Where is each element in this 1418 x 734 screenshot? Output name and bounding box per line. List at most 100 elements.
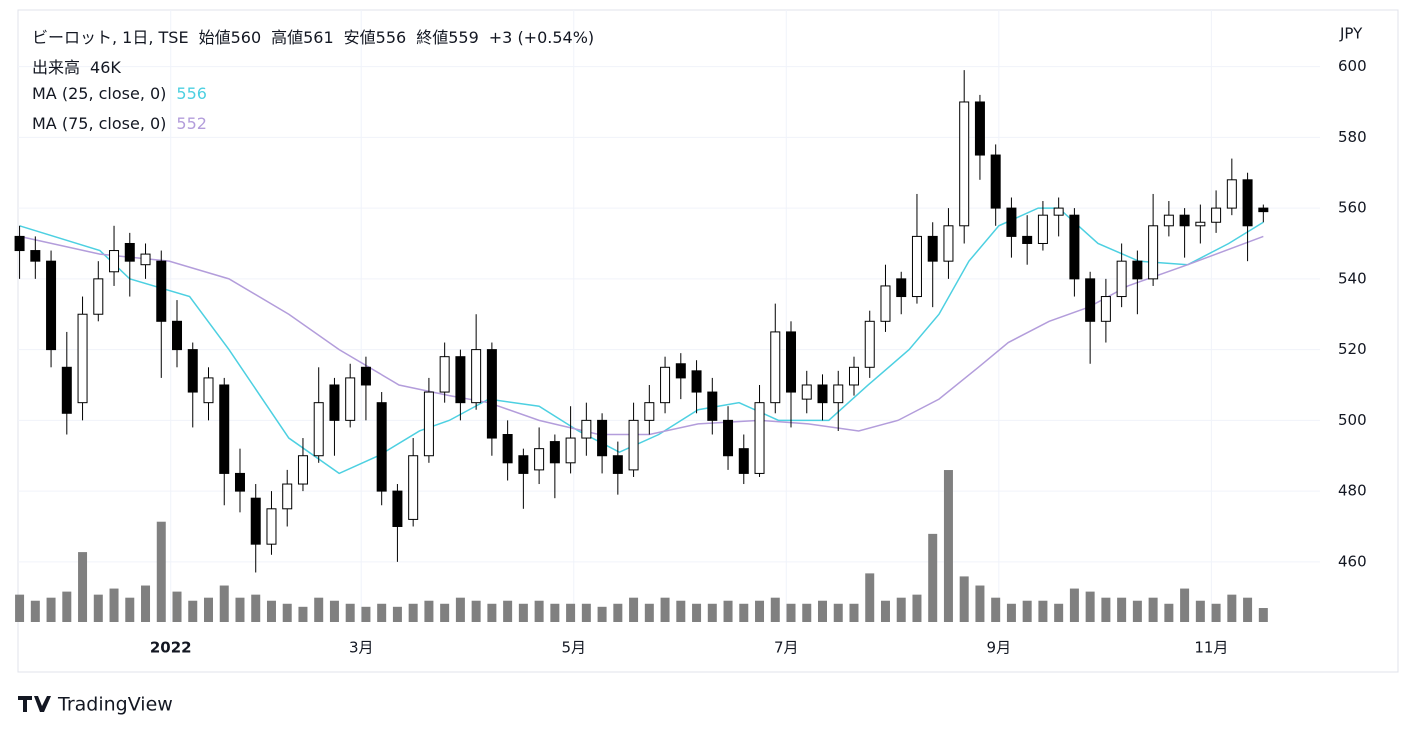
- currency: JPY: [1339, 25, 1363, 43]
- candle-body: [754, 402, 765, 474]
- volume-bar: [1069, 588, 1079, 622]
- candle-body: [927, 235, 938, 262]
- candle-body: [738, 448, 749, 474]
- volume-bar: [1006, 603, 1016, 622]
- volume-bar: [440, 603, 450, 622]
- legend-ma75: MA (75, close, 0) 552: [32, 114, 217, 133]
- volume-bar: [46, 597, 56, 622]
- candle-body: [990, 154, 1001, 209]
- candle-body: [203, 377, 214, 404]
- candle-body: [1226, 179, 1237, 209]
- x-tick-label: 9月: [987, 639, 1012, 657]
- y-tick-label: 520: [1338, 340, 1367, 358]
- volume-bar: [188, 600, 198, 622]
- candle-body: [1006, 207, 1017, 237]
- volume-bar: [361, 606, 371, 622]
- candle-body: [61, 366, 72, 414]
- volume-bar: [644, 603, 654, 622]
- volume-bar: [141, 585, 151, 622]
- volume-bar: [534, 600, 544, 622]
- candle-body: [628, 419, 639, 471]
- candle-body: [660, 366, 671, 404]
- volume-bar: [266, 600, 276, 622]
- volume-bar: [62, 591, 72, 622]
- volume-bar: [1243, 597, 1253, 622]
- candle-body: [801, 384, 812, 400]
- volume-bar: [1054, 603, 1064, 622]
- candle-body: [297, 455, 308, 485]
- volume-bar: [865, 573, 875, 622]
- candle-body: [439, 356, 450, 393]
- volume-bar: [802, 603, 812, 622]
- volume-bar: [424, 600, 434, 622]
- volume-bar: [392, 606, 402, 622]
- volume-last: 46K: [90, 58, 121, 77]
- volume-bar: [849, 603, 859, 622]
- candle-body: [376, 402, 387, 492]
- candle-body: [502, 434, 513, 464]
- brand: TradingView: [57, 694, 173, 716]
- candle-body: [880, 285, 891, 322]
- low: 安値556: [343, 28, 407, 47]
- ma-value: 552: [176, 114, 207, 133]
- candle-body: [1163, 214, 1174, 227]
- candle-body: [770, 331, 781, 404]
- candle-body: [1069, 214, 1080, 280]
- volume-bar: [377, 603, 387, 622]
- frame: [17, 9, 1399, 673]
- candle-body: [471, 349, 482, 404]
- candle-body: [612, 455, 623, 474]
- volume-bar: [503, 600, 513, 622]
- candle-body: [219, 384, 230, 474]
- open: 始値560: [198, 28, 262, 47]
- candle-body: [1195, 221, 1206, 227]
- volume-bar: [125, 597, 135, 622]
- volume-bar: [408, 603, 418, 622]
- volume-bar: [471, 600, 481, 622]
- volume-bar: [329, 600, 339, 622]
- candle-body: [140, 253, 151, 266]
- volume-bar: [975, 585, 985, 622]
- candle-body: [172, 320, 183, 351]
- candle-body: [817, 384, 828, 404]
- candle-body: [723, 419, 734, 457]
- volume-bar: [1227, 594, 1237, 622]
- symbol: ビーロット, 1日, TSE: [32, 28, 189, 47]
- volume-bar: [928, 533, 938, 622]
- x-tick-label: 5月: [561, 639, 586, 657]
- volume-bar: [550, 603, 560, 622]
- volume-bar: [991, 597, 1001, 622]
- volume-bar: [613, 603, 623, 622]
- y-tick-label: 560: [1338, 199, 1367, 217]
- candle-body: [408, 455, 419, 520]
- candle-body: [455, 356, 466, 404]
- x-tick-label: 7月: [774, 639, 799, 657]
- candle-body: [1022, 235, 1033, 244]
- candle-body: [313, 402, 324, 457]
- candle-body: [786, 331, 797, 393]
- candle-body: [360, 366, 371, 386]
- volume-bar: [30, 600, 40, 622]
- candle-body: [864, 320, 875, 368]
- volume-bar: [1195, 600, 1205, 622]
- candle-body: [187, 349, 198, 393]
- candle-body: [423, 391, 434, 457]
- volume-bar: [78, 552, 88, 622]
- brand-logo: TradingView: [18, 694, 173, 716]
- volume-bar: [707, 603, 717, 622]
- candle-body: [1037, 214, 1048, 244]
- candle-body: [77, 313, 88, 404]
- candle-body: [518, 455, 529, 474]
- candle-body: [1211, 207, 1222, 223]
- candle-body: [581, 419, 592, 439]
- candle-body: [1132, 260, 1143, 280]
- volume-bar: [723, 600, 733, 622]
- volume-bar: [1085, 591, 1095, 622]
- volume-bar: [172, 591, 182, 622]
- ma-name: MA (75, close, 0): [32, 114, 167, 133]
- candle-body: [959, 101, 970, 227]
- volume-bar: [786, 603, 796, 622]
- candle-body: [1179, 214, 1190, 227]
